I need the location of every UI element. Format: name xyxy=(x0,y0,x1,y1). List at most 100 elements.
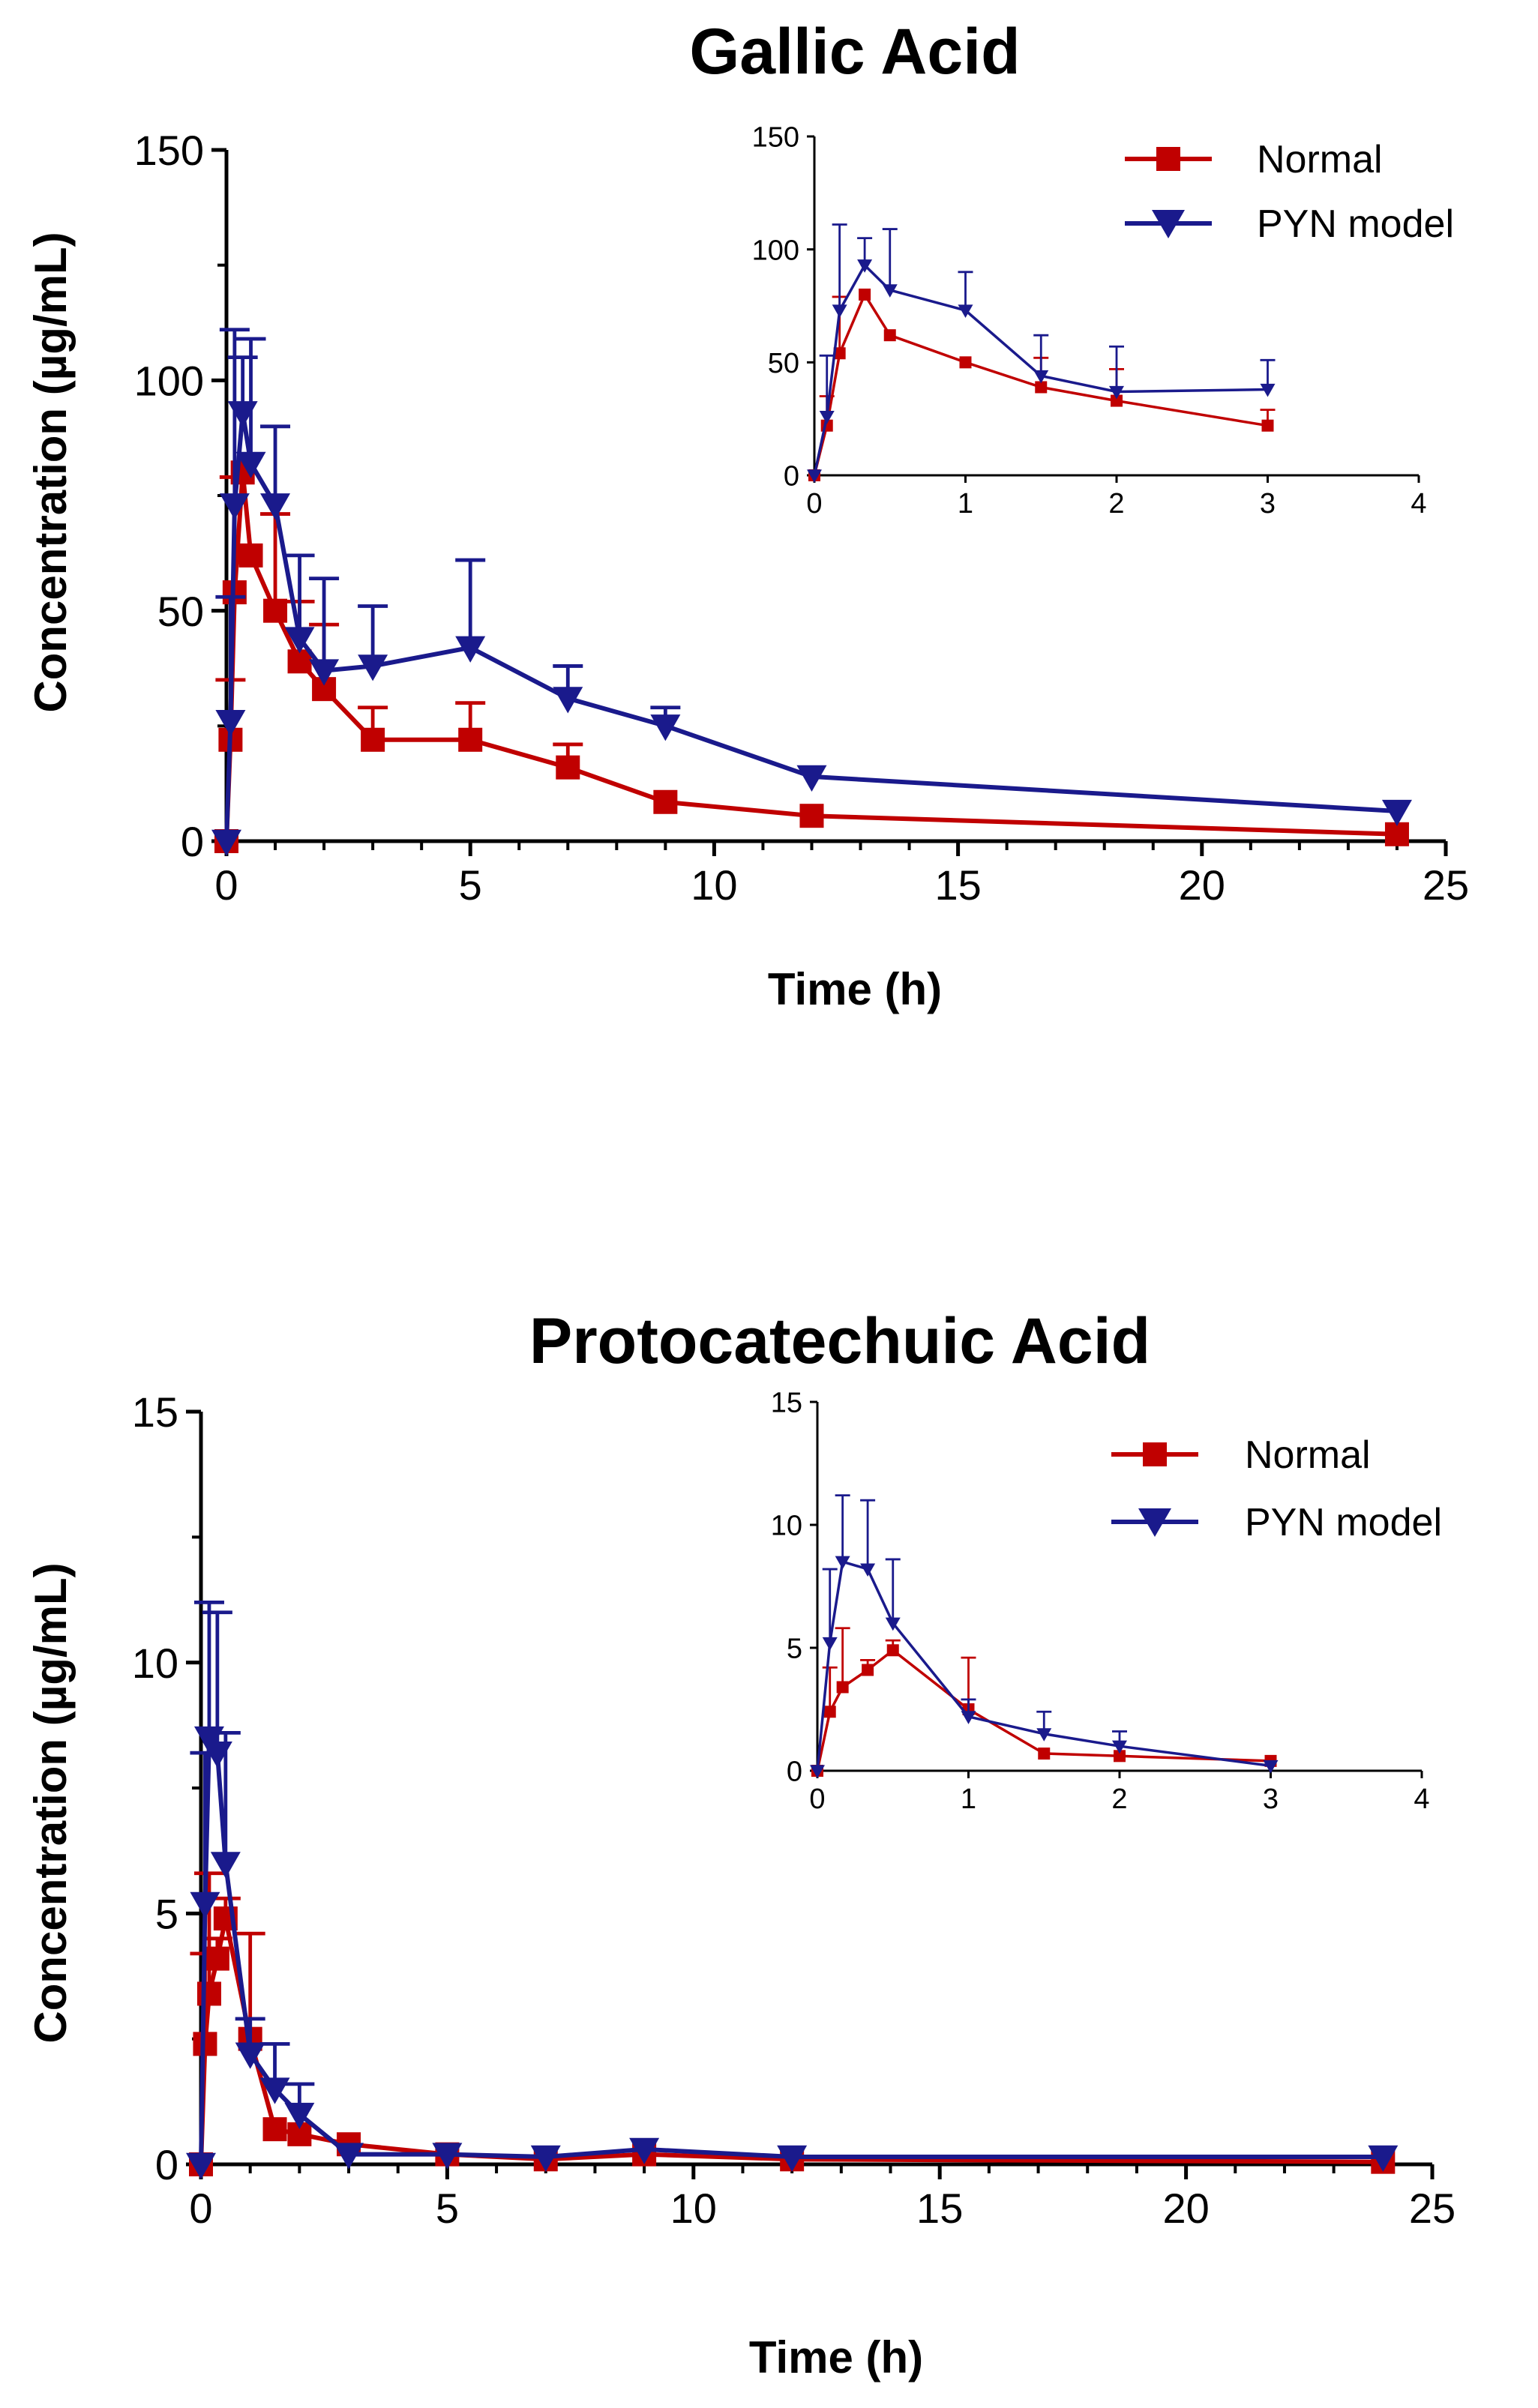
y-axis-label: Concentration (µg/mL) xyxy=(25,1562,76,2043)
x-tick-label: 15 xyxy=(934,861,981,909)
data-point xyxy=(211,829,241,856)
series-line xyxy=(199,1736,1384,2165)
x-tick-label: 1 xyxy=(961,1784,976,1815)
x-axis-label: Time (h) xyxy=(749,2332,923,2383)
data-point xyxy=(961,1711,976,1724)
y-tick-label: 5 xyxy=(155,1890,178,1937)
data-point xyxy=(1112,1740,1127,1754)
y-tick-label: 15 xyxy=(132,1388,178,1436)
data-point xyxy=(859,288,871,301)
data-point xyxy=(259,2077,290,2104)
data-point xyxy=(883,329,896,342)
data-point xyxy=(1033,370,1049,384)
data-point xyxy=(822,1637,838,1651)
legend-marker-normal xyxy=(1143,1442,1167,1466)
y-axis-label: Concentration (µg/mL) xyxy=(25,232,76,712)
data-point xyxy=(1368,2145,1399,2172)
data-point xyxy=(205,1946,229,1971)
y-tick-label: 50 xyxy=(157,588,204,635)
y-tick-label: 100 xyxy=(134,357,204,404)
x-tick-label: 5 xyxy=(436,2185,459,2232)
data-point xyxy=(458,727,483,752)
x-tick-label: 3 xyxy=(1263,1784,1279,1815)
legend-label-normal: Normal xyxy=(1257,138,1383,181)
data-point xyxy=(1038,1748,1051,1760)
y-tick-label: 0 xyxy=(155,2141,178,2188)
series-line xyxy=(224,470,1398,842)
x-tick-label: 2 xyxy=(1111,1784,1127,1815)
data-point xyxy=(455,636,486,663)
data-point xyxy=(810,1765,825,1778)
data-point xyxy=(190,1891,220,1918)
data-point xyxy=(186,2152,216,2179)
data-point xyxy=(1261,419,1274,432)
data-point xyxy=(1111,394,1123,407)
data-point xyxy=(361,727,385,752)
data-point xyxy=(193,1726,224,1754)
data-point xyxy=(1035,381,1048,394)
data-point xyxy=(202,1741,232,1769)
x-axis-label: Time (h) xyxy=(768,964,942,1014)
x-tick-label: 20 xyxy=(1179,861,1225,909)
chart-protocatechuic-acid: Protocatechuic Acid Concentration (µg/mL… xyxy=(25,1305,1456,2383)
series-pyn xyxy=(810,1494,1279,1778)
data-point xyxy=(833,347,846,360)
data-point xyxy=(309,659,340,686)
x-tick-label: 20 xyxy=(1162,2185,1209,2232)
data-point xyxy=(196,1981,221,2006)
data-point xyxy=(819,411,835,424)
data-point xyxy=(836,1681,849,1694)
series-normal xyxy=(189,1871,1396,2176)
y-tick-label: 50 xyxy=(768,348,799,379)
chart-gallic-acid: Gallic Acid Concentration (µg/mL) Time (… xyxy=(25,16,1469,1014)
inset-plot: 0 1 2 3 4 0 50 100 150 xyxy=(752,122,1427,520)
data-point xyxy=(238,543,263,568)
data-point xyxy=(235,451,266,478)
data-point xyxy=(823,1706,836,1718)
y-tick-label: 0 xyxy=(181,818,204,865)
chart-title: Gallic Acid xyxy=(689,16,1020,88)
data-point xyxy=(807,469,822,483)
data-point xyxy=(260,493,291,520)
x-tick-label: 1 xyxy=(958,488,973,520)
series-pyn xyxy=(186,1600,1399,2179)
legend-label-pyn: PYN model xyxy=(1257,202,1454,246)
series-pyn xyxy=(211,328,1412,856)
data-point xyxy=(653,789,678,814)
data-point xyxy=(650,714,681,741)
data-point xyxy=(530,2145,561,2172)
series-pyn xyxy=(807,223,1276,483)
series-normal xyxy=(808,288,1276,481)
data-point xyxy=(832,304,847,319)
series-line xyxy=(199,1916,1384,2165)
data-point xyxy=(553,687,583,714)
data-point xyxy=(334,2143,364,2170)
data-point xyxy=(284,2102,315,2130)
y-tick-label: 15 xyxy=(771,1388,802,1419)
legend-marker-normal xyxy=(1156,147,1180,171)
data-point xyxy=(1384,822,1409,846)
data-point xyxy=(958,304,973,319)
data-point xyxy=(358,654,388,681)
x-tick-label: 15 xyxy=(916,2185,963,2232)
legend: Normal PYN model xyxy=(1111,1433,1442,1544)
data-point xyxy=(857,259,873,273)
data-point xyxy=(262,2117,287,2142)
legend-label-normal: Normal xyxy=(1245,1433,1371,1477)
data-point xyxy=(235,2042,265,2069)
x-tick-label: 10 xyxy=(670,2185,717,2232)
data-point xyxy=(432,2143,463,2170)
data-point xyxy=(1109,385,1124,400)
data-point xyxy=(1036,1728,1052,1742)
y-tick-label: 10 xyxy=(771,1511,802,1542)
y-tick-label: 10 xyxy=(132,1640,178,1687)
y-tick-label: 100 xyxy=(752,235,799,266)
data-point xyxy=(860,1563,876,1577)
legend-label-pyn: PYN model xyxy=(1245,1501,1442,1544)
data-point xyxy=(263,598,288,623)
x-tick-label: 0 xyxy=(189,2185,212,2232)
data-point xyxy=(219,493,250,520)
data-point xyxy=(862,1664,874,1676)
